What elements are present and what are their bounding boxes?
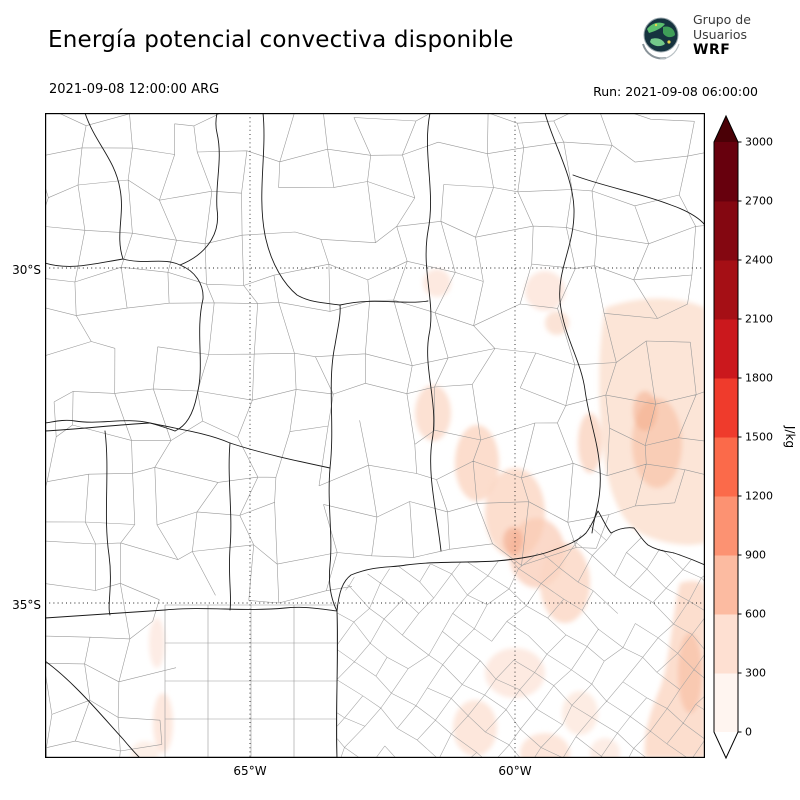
page-title: Energía potencial convectiva disponible [48, 27, 514, 53]
colorbar-canvas: 0 300 600 900 1200 1500 1800 2100 2400 2700 3000 J/… [713, 114, 797, 760]
lat-tick-35s: 35°S [12, 598, 41, 612]
colorbar: 0 300 600 900 1200 1500 1800 2100 2400 2700 3000 J/… [710, 112, 800, 772]
colorbar-segment [714, 673, 738, 733]
graticule [45, 113, 705, 758]
colorbar-segment [714, 142, 738, 202]
valid-time-label: 2021-09-08 12:00:00 ARG [49, 82, 220, 97]
colorbar-tick-label: 0 [745, 726, 752, 739]
colorbar-segment [714, 260, 738, 320]
colorbar-tick-label: 2400 [745, 254, 773, 267]
logo-text-line2: Usuarios [693, 26, 748, 42]
lon-tick-65w: 65°W [233, 764, 267, 778]
map-panel [45, 113, 705, 758]
department-boundaries [45, 113, 705, 758]
colorbar-tick-label: 1500 [745, 431, 773, 444]
colorbar-tick-label: 600 [745, 608, 766, 621]
cape-shading [131, 269, 705, 758]
colorbar-tick-label: 2100 [745, 313, 773, 326]
colorbar-segment [714, 614, 738, 674]
logo-text-wrf: WRF [693, 42, 731, 59]
map-canvas [45, 113, 705, 758]
wrf-users-group-logo: Grupo de Usuarios WRF [636, 11, 751, 61]
colorbar-segment [714, 496, 738, 556]
colorbar-segment [714, 201, 738, 261]
colorbar-segment [714, 437, 738, 497]
colorbar-tick-label: 3000 [745, 136, 773, 149]
lon-tick-60w: 60°W [498, 764, 532, 778]
run-time-label: Run: 2021-09-08 06:00:00 [593, 84, 758, 99]
logo-text-line1: Grupo de [693, 11, 751, 27]
colorbar-unit-label: J/kg [783, 425, 797, 448]
colorbar-tick-label: 1200 [745, 490, 773, 503]
colorbar-segment [714, 319, 738, 379]
colorbar-segment [714, 378, 738, 438]
logo-globe-icon [642, 17, 680, 60]
colorbar-tick-label: 2700 [745, 195, 773, 208]
province-boundaries [45, 113, 705, 758]
map-border [45, 113, 705, 758]
colorbar-tick-label: 1800 [745, 372, 773, 385]
department-mesh-buenosaires [337, 511, 705, 758]
colorbar-segment [714, 555, 738, 615]
lat-tick-30s: 30°S [12, 263, 41, 277]
colorbar-tick-label: 300 [745, 667, 766, 680]
colorbar-tick-label: 900 [745, 549, 766, 562]
